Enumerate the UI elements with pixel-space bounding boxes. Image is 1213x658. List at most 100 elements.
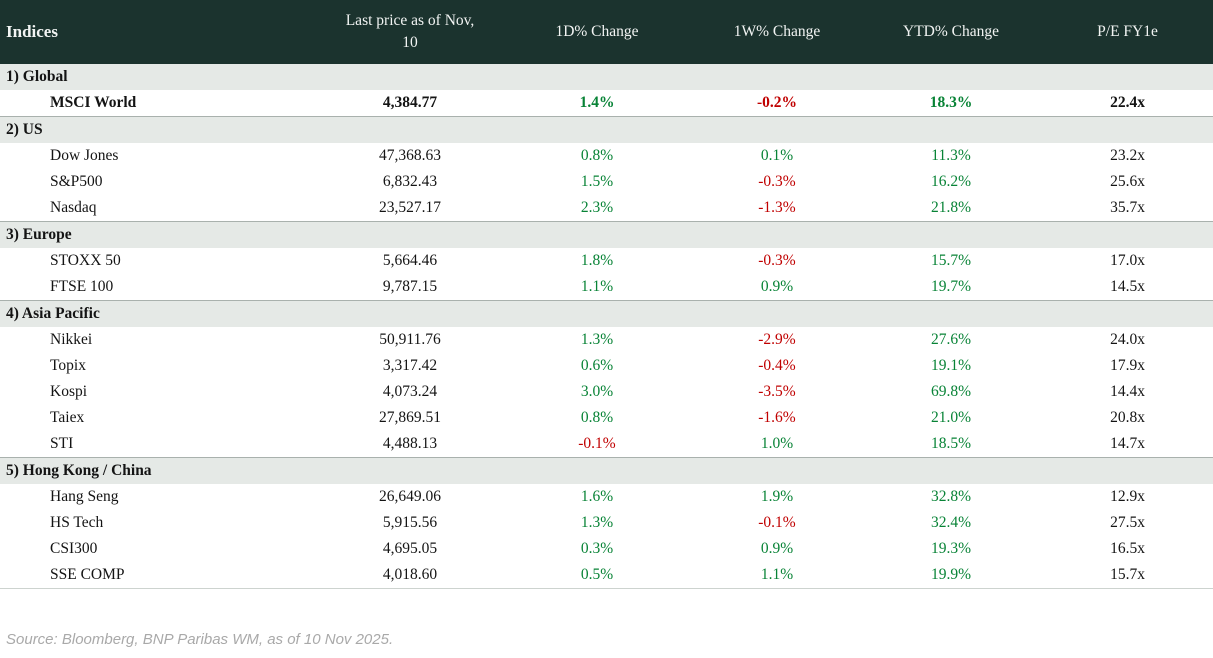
change-1d-cell: 1.1% <box>580 278 614 295</box>
index-row: Kospi 4,073.24 3.0% -3.5% 69.8% 14.4x <box>0 379 1213 405</box>
pe-cell: 14.7x <box>1110 435 1145 452</box>
change-1d-cell: 1.5% <box>580 173 614 190</box>
change-ytd-cell: 21.8% <box>930 199 972 216</box>
change-1w-cell: -0.3% <box>758 252 796 269</box>
column-header-last-price-line1: Last price as of Nov, <box>345 11 475 29</box>
index-name-cell: Hang Seng <box>50 488 119 505</box>
pe-cell: 35.7x <box>1110 199 1145 216</box>
section-label: 1) Global <box>0 64 1213 90</box>
pe-cell: 17.9x <box>1110 357 1145 374</box>
pe-cell: 12.9x <box>1110 488 1145 505</box>
pe-cell: 16.5x <box>1110 540 1145 557</box>
last-price-cell: 23,527.17 <box>379 199 441 216</box>
change-1d-cell: 1.3% <box>580 514 614 531</box>
change-ytd-cell: 16.2% <box>930 173 972 190</box>
index-name-cell: Dow Jones <box>50 147 119 164</box>
index-row: HS Tech 5,915.56 1.3% -0.1% 32.4% 27.5x <box>0 510 1213 536</box>
last-price-cell: 27,869.51 <box>379 409 441 426</box>
index-row: FTSE 100 9,787.15 1.1% 0.9% 19.7% 14.5x <box>0 274 1213 301</box>
index-row: Nasdaq 23,527.17 2.3% -1.3% 21.8% 35.7x <box>0 195 1213 222</box>
section-row: 1) Global <box>0 64 1213 90</box>
indices-table: Indices Last price as of Nov, 10 1D% Cha… <box>0 0 1213 589</box>
change-1w-cell: -3.5% <box>758 383 796 400</box>
last-price-cell: 5,664.46 <box>382 252 438 269</box>
last-price-cell: 26,649.06 <box>379 488 441 505</box>
index-row: MSCI World 4,384.77 1.4% -0.2% 18.3% 22.4x <box>0 90 1213 117</box>
index-row: CSI300 4,695.05 0.3% 0.9% 19.3% 16.5x <box>0 536 1213 562</box>
change-ytd-cell: 18.5% <box>930 435 972 452</box>
index-row: S&P500 6,832.43 1.5% -0.3% 16.2% 25.6x <box>0 169 1213 195</box>
change-ytd-cell: 69.8% <box>930 383 972 400</box>
index-row: Nikkei 50,911.76 1.3% -2.9% 27.6% 24.0x <box>0 327 1213 353</box>
indices-table-body: 1) Global MSCI World 4,384.77 1.4% -0.2% 18.3… <box>0 64 1213 589</box>
last-price-cell: 5,915.56 <box>382 514 438 531</box>
column-header-1d-change: 1D% Change <box>500 0 694 64</box>
change-1w-cell: 1.9% <box>760 488 794 505</box>
index-row: Dow Jones 47,368.63 0.8% 0.1% 11.3% 23.2x <box>0 143 1213 169</box>
change-ytd-cell: 19.1% <box>930 357 972 374</box>
index-row: STOXX 50 5,664.46 1.8% -0.3% 15.7% 17.0x <box>0 248 1213 274</box>
index-name-cell: Nikkei <box>50 331 93 348</box>
change-1d-cell: 1.3% <box>580 331 614 348</box>
change-1w-cell: -0.1% <box>758 514 796 531</box>
change-1w-cell: 0.9% <box>760 540 794 557</box>
index-name-cell: Kospi <box>50 383 88 400</box>
last-price-cell: 4,488.13 <box>382 435 438 452</box>
section-row: 5) Hong Kong / China <box>0 457 1213 484</box>
index-name-cell: MSCI World <box>50 94 137 111</box>
section-row: 3) Europe <box>0 221 1213 248</box>
pe-cell: 23.2x <box>1110 147 1145 164</box>
column-header-1w-change: 1W% Change <box>694 0 860 64</box>
change-1w-cell: -1.6% <box>758 409 796 426</box>
pe-cell: 22.4x <box>1110 94 1145 111</box>
index-name-cell: Topix <box>50 357 86 374</box>
change-1d-cell: 1.6% <box>580 488 614 505</box>
change-1d-cell: 0.5% <box>500 562 694 589</box>
change-1w-cell: 0.1% <box>760 147 794 164</box>
change-ytd-cell: 21.0% <box>930 409 972 426</box>
last-price-cell: 47,368.63 <box>379 147 441 164</box>
index-row: Topix 3,317.42 0.6% -0.4% 19.1% 17.9x <box>0 353 1213 379</box>
column-header-ytd-change: YTD% Change <box>860 0 1042 64</box>
change-1w-cell: -0.3% <box>758 173 796 190</box>
section-label: 3) Europe <box>0 221 1213 248</box>
change-1d-cell: 1.8% <box>580 252 614 269</box>
change-ytd-cell: 19.3% <box>930 540 972 557</box>
change-1w-cell: 1.0% <box>760 435 794 452</box>
pe-cell: 24.0x <box>1110 331 1145 348</box>
change-1w-cell: 1.1% <box>694 562 860 589</box>
last-price-cell: 9,787.15 <box>382 278 438 295</box>
change-1d-cell: 0.6% <box>580 357 614 374</box>
source-note: Source: Bloomberg, BNP Paribas WM, as of… <box>6 631 394 648</box>
change-1d-cell: 2.3% <box>580 199 614 216</box>
change-1d-cell: 0.8% <box>580 409 614 426</box>
change-ytd-cell: 32.4% <box>930 514 972 531</box>
index-name-cell: Taiex <box>50 409 85 426</box>
section-label: 2) US <box>0 116 1213 143</box>
column-header-last-price: Last price as of Nov, 10 <box>320 0 500 64</box>
change-1w-cell: -0.4% <box>758 357 796 374</box>
section-row: 2) US <box>0 116 1213 143</box>
change-1w-cell: -0.2% <box>756 94 798 111</box>
column-header-last-price-line2: 10 <box>402 34 418 51</box>
pe-cell: 20.8x <box>1110 409 1145 426</box>
last-price-cell: 4,018.60 <box>320 562 500 589</box>
change-ytd-cell: 18.3% <box>929 94 973 111</box>
last-price-cell: 50,911.76 <box>379 331 441 348</box>
index-name-cell: STI <box>50 435 74 452</box>
change-ytd-cell: 27.6% <box>930 331 972 348</box>
change-ytd-cell: 19.9% <box>860 562 1042 589</box>
change-ytd-cell: 15.7% <box>930 252 972 269</box>
section-label: 4) Asia Pacific <box>0 300 1213 327</box>
pe-cell: 17.0x <box>1110 252 1145 269</box>
change-1w-cell: -2.9% <box>758 331 796 348</box>
last-price-cell: 4,384.77 <box>382 94 438 111</box>
change-1w-cell: 0.9% <box>760 278 794 295</box>
index-row: Hang Seng 26,649.06 1.6% 1.9% 32.8% 12.9x <box>0 484 1213 510</box>
pe-cell: 15.7x <box>1042 562 1213 589</box>
index-name-cell: FTSE 100 <box>50 278 114 295</box>
column-header-pe-fy1e: P/E FY1e <box>1042 0 1213 64</box>
change-ytd-cell: 32.8% <box>930 488 972 505</box>
table-header-row: Indices Last price as of Nov, 10 1D% Cha… <box>0 0 1213 64</box>
change-1d-cell: 3.0% <box>580 383 614 400</box>
